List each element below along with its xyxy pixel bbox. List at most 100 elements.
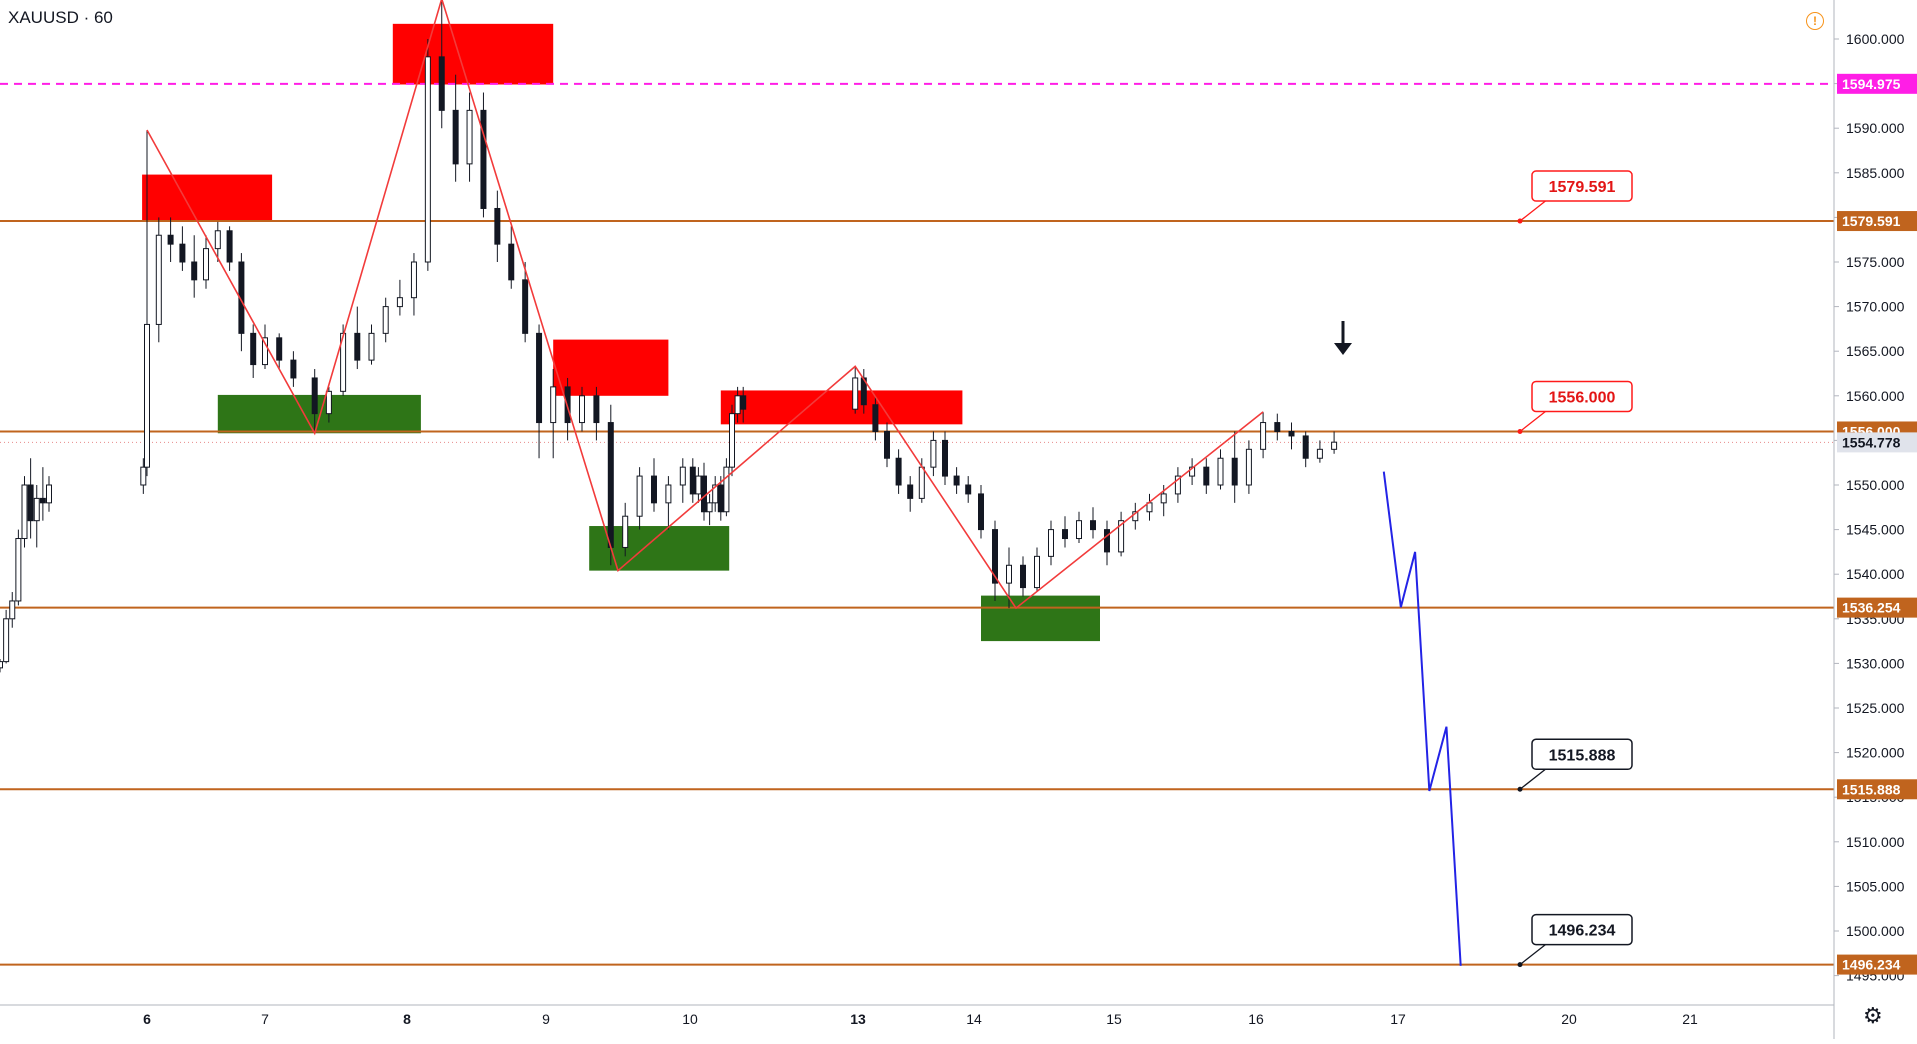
y-tick-label: 1545.000 [1846,522,1905,538]
candle-body [942,439,948,477]
candle-body [1062,529,1068,540]
price-level-tag [1837,779,1917,800]
candle-body [965,484,972,495]
price-level-tag [1837,211,1917,232]
candle-body [144,323,150,468]
candle-body [689,466,696,495]
candle-body [39,497,46,504]
candle-body [953,475,960,486]
candle-body [179,243,186,263]
x-tick-label: 6 [143,1011,151,1027]
callout-box [1531,913,1633,946]
candle-body [191,261,198,281]
candle-body [226,230,233,263]
candle-body [1316,448,1323,459]
y-tick-label: 1550.000 [1846,477,1905,493]
gear-icon[interactable]: ⚙ [1863,1004,1883,1029]
candle-body [1034,555,1040,589]
support-zone [217,394,421,434]
candle-body [1076,520,1082,540]
y-tick-label: 1500.000 [1846,923,1905,939]
candle-body [424,56,431,263]
callout-label: 1496.234 [1549,923,1616,940]
candle-body [712,484,719,504]
candle-body [167,234,174,245]
candle-body [1331,441,1338,450]
x-tick-label: 13 [850,1011,866,1027]
candle-body [723,466,730,513]
candle-body [410,261,417,299]
y-tick-label: 1510.000 [1846,834,1905,850]
projection-path-line [1382,471,1462,966]
candle-body [494,207,501,245]
candle-body [579,395,585,424]
callout-leader [1519,198,1549,222]
candle-body [1203,466,1210,486]
callout-box [1531,170,1633,202]
callout-label: 1515.888 [1549,747,1616,764]
candle-body [622,515,629,548]
candle-body [679,466,686,486]
candle-body [701,475,707,513]
exclamation-circle-icon[interactable]: ! [1806,12,1824,30]
candle-body [1104,529,1110,553]
candle-body [992,529,998,584]
candle-body [276,337,283,361]
candle-body [1288,430,1295,437]
x-tick-label: 8 [403,1011,411,1027]
candle-body [729,413,735,468]
last-price-tag-label: 1554.778 [1842,434,1901,450]
symbol-title: XAUUSD · 60 [8,8,113,27]
candle-body [203,248,209,281]
callout-box [1531,380,1633,413]
candle-body [907,484,914,499]
candle-body [1090,520,1096,531]
last-price-tag [1837,432,1917,453]
resistance-zone [142,174,273,221]
resistance-zone [553,339,669,396]
candle-body [1020,564,1026,589]
resistance-zone [720,390,963,425]
candle-body [1048,529,1054,557]
candle-body [438,56,445,111]
y-tick-label: 1575.000 [1846,254,1905,270]
candle-body [918,466,925,499]
x-tick-label: 7 [261,1011,269,1027]
candle-body [27,484,34,522]
candle-body [636,475,643,517]
candle-body [3,618,10,663]
candle-body [550,386,557,424]
candle-body [33,497,40,522]
y-tick-label: 1520.000 [1846,745,1905,761]
candle-body [214,230,221,250]
dashed-level-tag-label: 1594.975 [1842,76,1901,92]
callout-leader [1519,766,1549,790]
candle-body [593,395,600,424]
candle-body [46,484,52,504]
candle-body [1174,475,1181,495]
resistance-zone [392,23,554,85]
candle-body [290,359,297,379]
candle-body [1302,435,1309,459]
candle-body [1217,457,1224,486]
y-tick-label: 1525.000 [1846,700,1905,716]
candle-body [536,332,543,424]
candle-body [522,279,529,334]
candle-body [396,297,403,308]
candle-body [930,439,937,468]
candle-body [354,332,361,361]
candle-body [734,395,741,415]
candle-body [884,430,890,459]
x-tick-label: 15 [1106,1011,1122,1027]
y-tick-label: 1505.000 [1846,878,1905,894]
candle-body [1260,422,1267,450]
candle-body [607,422,614,548]
candle-body [717,484,724,513]
candle-body [1245,448,1252,486]
price-level-tag-label: 1579.591 [1842,213,1901,229]
candle-body [1231,457,1238,486]
candle-body [872,404,879,432]
x-tick-label: 14 [966,1011,982,1027]
